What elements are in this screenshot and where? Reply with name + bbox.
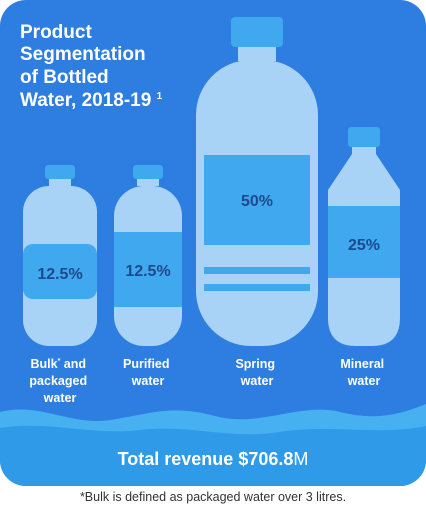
- bottle-spring: [196, 17, 318, 346]
- bottle-neck: [137, 179, 159, 186]
- asterisk-mark: *: [58, 358, 61, 365]
- bottle-purified: [114, 165, 182, 346]
- category-mineral-line-2: water: [347, 374, 381, 388]
- title-footnote-mark: 1: [157, 91, 163, 102]
- footnote: *Bulk is defined as packaged water over …: [79, 490, 347, 504]
- title-line-4: Water, 2018-19: [20, 90, 151, 111]
- value-label-mineral: 25%: [348, 237, 380, 254]
- total-revenue-value: $706.8: [238, 449, 293, 469]
- bottle-neck: [352, 147, 376, 154]
- total-revenue-unit: M: [293, 449, 308, 469]
- title-line-3: of Bottled: [20, 67, 109, 88]
- bottle-label-band: [23, 244, 97, 299]
- category-label-bulk: Bulk* and packaged water: [29, 357, 90, 405]
- bottle-mineral: [328, 127, 400, 346]
- bottle-bulk-and-packaged: [23, 165, 97, 346]
- bottle-stripe: [204, 284, 310, 291]
- wave-decoration-dark: [0, 425, 426, 486]
- category-mineral-line-1: Mineral: [340, 357, 384, 371]
- category-bulk-and-word: and: [64, 357, 86, 371]
- bottle-stripe: [204, 267, 310, 274]
- title-line-1: Product: [20, 22, 92, 43]
- category-purified-line-1: Purified: [123, 357, 170, 371]
- bottle-ridge: [23, 235, 97, 243]
- infographic-card: Product Segmentation of Bottled Water, 2…: [0, 0, 426, 486]
- bottle-ridge: [23, 300, 97, 308]
- bottle-label-band: [114, 232, 182, 307]
- category-bulk-line-2: packaged: [29, 374, 87, 388]
- bottle-cap: [348, 127, 380, 147]
- total-revenue: Total revenue $706.8M: [118, 449, 309, 469]
- category-purified-line-2: water: [131, 374, 165, 388]
- bottle-label-band: [204, 155, 310, 245]
- title-line-2: Segmentation: [20, 44, 146, 65]
- bottle-neck: [49, 179, 71, 186]
- value-label-bulk: 12.5%: [37, 266, 82, 283]
- category-spring-line-2: water: [240, 374, 274, 388]
- category-bulk-word: Bulk: [30, 357, 57, 371]
- category-label-spring: Spring water: [235, 357, 278, 388]
- bottle-cap: [231, 17, 283, 47]
- bottle-label-band: [328, 206, 400, 278]
- chart-title: Product Segmentation of Bottled Water, 2…: [20, 22, 163, 111]
- value-label-spring: 50%: [241, 193, 273, 210]
- value-label-purified: 12.5%: [125, 263, 170, 280]
- bottle-cap: [133, 165, 163, 179]
- category-spring-line-1: Spring: [235, 357, 275, 371]
- category-bulk-line-3: water: [43, 391, 77, 405]
- category-label-purified: Purified water: [123, 357, 173, 388]
- category-label-mineral: Mineral water: [340, 357, 387, 388]
- bottle-cap: [45, 165, 75, 179]
- total-revenue-label: Total revenue: [118, 449, 234, 469]
- bottle-neck: [238, 47, 276, 61]
